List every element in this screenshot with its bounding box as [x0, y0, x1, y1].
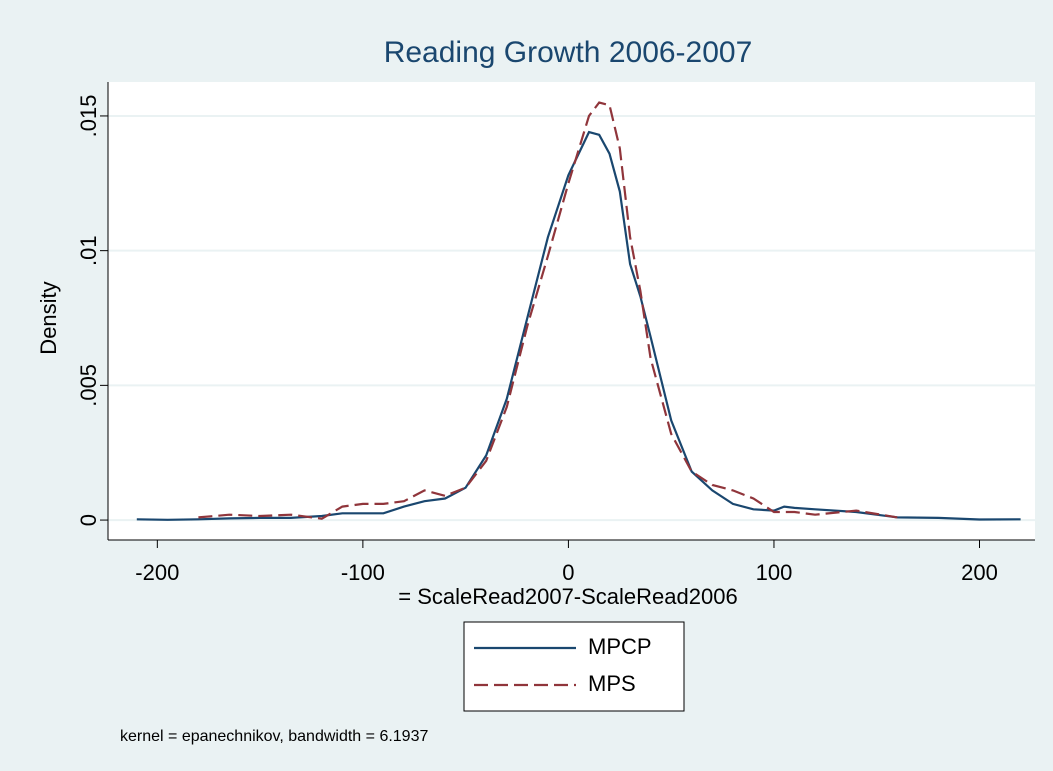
grid — [108, 114, 1035, 522]
chart-title: Reading Growth 2006-2007 — [384, 36, 753, 69]
legend-label: MPS — [588, 671, 636, 696]
series-line — [198, 101, 898, 520]
plot-lines — [136, 101, 1021, 521]
y-tick-label: .005 — [76, 364, 101, 407]
series-line — [136, 130, 1021, 521]
legend-box — [463, 621, 685, 712]
y-tick-label: .015 — [76, 95, 101, 138]
x-axis-title: = ScaleRead2007-ScaleRead2006 — [398, 584, 737, 609]
y-tick-label: 0 — [76, 514, 101, 526]
x-tick-label: -100 — [341, 560, 385, 585]
y-axis-title: Density — [36, 281, 61, 354]
legend-label: MPCP — [588, 634, 652, 659]
y-tick-label: .01 — [76, 235, 101, 266]
plot-area — [108, 82, 1035, 540]
x-tick-label: -200 — [135, 560, 179, 585]
x-tick-label: 0 — [562, 560, 574, 585]
x-tick-label: 200 — [961, 560, 998, 585]
x-tick-label: 100 — [756, 560, 793, 585]
note: kernel = epanechnikov, bandwidth = 6.193… — [120, 728, 428, 745]
